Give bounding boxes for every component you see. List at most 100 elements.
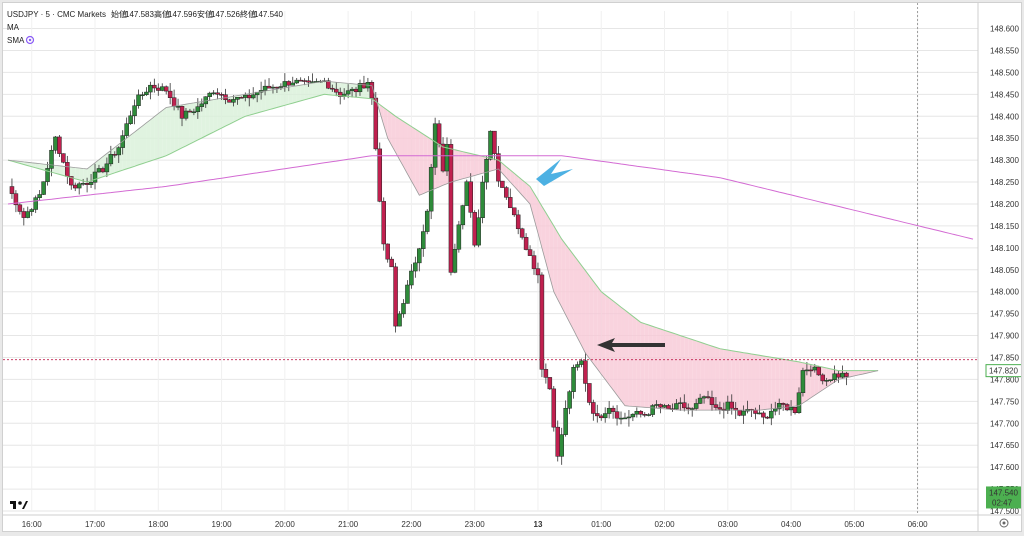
candle-body xyxy=(832,373,837,380)
candle-body xyxy=(484,159,489,183)
candle-body xyxy=(326,80,331,89)
ribbon-fill xyxy=(276,88,281,108)
ribbon-fill xyxy=(292,85,297,104)
ribbon-fill xyxy=(723,349,728,411)
price-chart[interactable]: 148.600 148.550 148.500 148.450 148.400 148.3… xyxy=(3,3,1023,531)
ribbon-fill xyxy=(407,123,412,181)
y-tick-label: 148.250 xyxy=(990,178,1019,187)
ribbon-fill xyxy=(55,165,60,175)
candle-body xyxy=(88,182,94,185)
ribbon-fill xyxy=(201,100,206,138)
candle-body xyxy=(211,92,216,95)
candle-body xyxy=(765,416,770,419)
y-tick-label: 148.600 xyxy=(990,25,1019,34)
ribbon-fill xyxy=(249,93,254,116)
y-tick-label: 147.900 xyxy=(990,332,1019,341)
candle-body xyxy=(286,81,292,86)
ribbon-fill xyxy=(573,254,578,338)
candle-body xyxy=(761,412,766,418)
candle-body xyxy=(515,214,521,230)
x-tick-label: 01:00 xyxy=(591,520,612,529)
candle-body xyxy=(701,396,707,399)
ribbon-fill xyxy=(265,90,270,111)
ribbon-fill xyxy=(146,119,151,163)
ribbon-fill xyxy=(759,355,764,411)
x-tick-label: 23:00 xyxy=(465,520,486,529)
x-tick-label: 17:00 xyxy=(85,520,106,529)
candle-body xyxy=(203,96,208,105)
candle-body xyxy=(824,380,829,382)
ribbon-fill xyxy=(288,86,293,105)
candle-body xyxy=(397,313,402,327)
ribbon-fill xyxy=(462,151,467,179)
y-tick-label: 147.800 xyxy=(990,375,1019,384)
ribbon-fill xyxy=(269,89,273,110)
ribbon-fill xyxy=(280,87,285,107)
candle-body xyxy=(725,401,731,411)
y-tick-label: 147.500 xyxy=(990,507,1019,516)
ribbon-fill xyxy=(142,122,147,164)
ribbon-fill xyxy=(621,307,625,406)
ribbon-fill xyxy=(739,352,744,411)
candle-body xyxy=(302,80,307,82)
candle-body xyxy=(504,187,509,198)
candle-body xyxy=(567,391,572,409)
current-price-badge xyxy=(986,486,1022,509)
ribbon-fill xyxy=(858,370,863,376)
ribbon-fill xyxy=(71,167,76,179)
candle-body xyxy=(334,88,339,93)
candle-body xyxy=(614,411,620,419)
candle-body xyxy=(709,397,715,405)
legend-symbol[interactable]: USDJPY · 5 · CMC Markets xyxy=(7,10,106,19)
ribbon-fill xyxy=(79,168,84,181)
ribbon-fill xyxy=(466,152,471,178)
ribbon-fill xyxy=(692,339,697,411)
candle-body xyxy=(128,115,133,124)
candle-body xyxy=(610,407,616,412)
candle-body xyxy=(792,407,798,413)
candle-body xyxy=(464,181,470,206)
black-arrow-icon[interactable] xyxy=(597,338,665,352)
ribbon-fill xyxy=(664,330,669,410)
ribbon-fill xyxy=(316,81,321,97)
ribbon-fill xyxy=(545,212,550,278)
candle-body xyxy=(527,249,533,256)
ribbon-fill xyxy=(296,85,301,103)
candle-body xyxy=(717,407,723,410)
candle-body xyxy=(440,143,446,172)
candle-body xyxy=(183,110,189,119)
ribbon-fill xyxy=(35,163,40,169)
ribbon-fill xyxy=(415,129,420,196)
candle-body xyxy=(606,407,612,414)
ribbon-fill xyxy=(648,325,653,408)
blue-arrow-icon[interactable] xyxy=(536,159,573,186)
ribbon-fill xyxy=(755,354,760,411)
ribbon-fill xyxy=(83,168,88,183)
y-tick-label: 148.000 xyxy=(990,288,1019,297)
x-tick-label: 02:00 xyxy=(655,520,676,529)
candle-body xyxy=(61,153,66,163)
candle-body xyxy=(753,409,758,414)
ribbon-fill xyxy=(257,91,262,113)
candle-body xyxy=(163,86,169,92)
candle-body xyxy=(235,97,240,100)
indicator-sma[interactable]: SMA xyxy=(7,36,25,45)
candle-body xyxy=(266,85,272,89)
chart-settings-icon[interactable] xyxy=(999,518,1009,528)
candle-body xyxy=(689,408,695,410)
candle-body xyxy=(278,86,284,88)
candle-body xyxy=(353,88,359,93)
y-tick-label: 147.600 xyxy=(990,463,1019,472)
ribbon-fill xyxy=(771,357,776,409)
ribbon-fill xyxy=(565,244,570,323)
candle-body xyxy=(519,228,525,238)
indicator-ma[interactable]: MA xyxy=(7,23,20,32)
ribbon-fill xyxy=(170,106,175,154)
ma-fast-line xyxy=(7,80,879,411)
legend-high-label: 高値 xyxy=(154,9,170,19)
indicator-sma-settings-icon[interactable] xyxy=(25,35,35,45)
ribbon-fill xyxy=(779,358,784,408)
y-tick-label: 148.400 xyxy=(990,112,1019,121)
ribbon-fill xyxy=(221,97,226,129)
